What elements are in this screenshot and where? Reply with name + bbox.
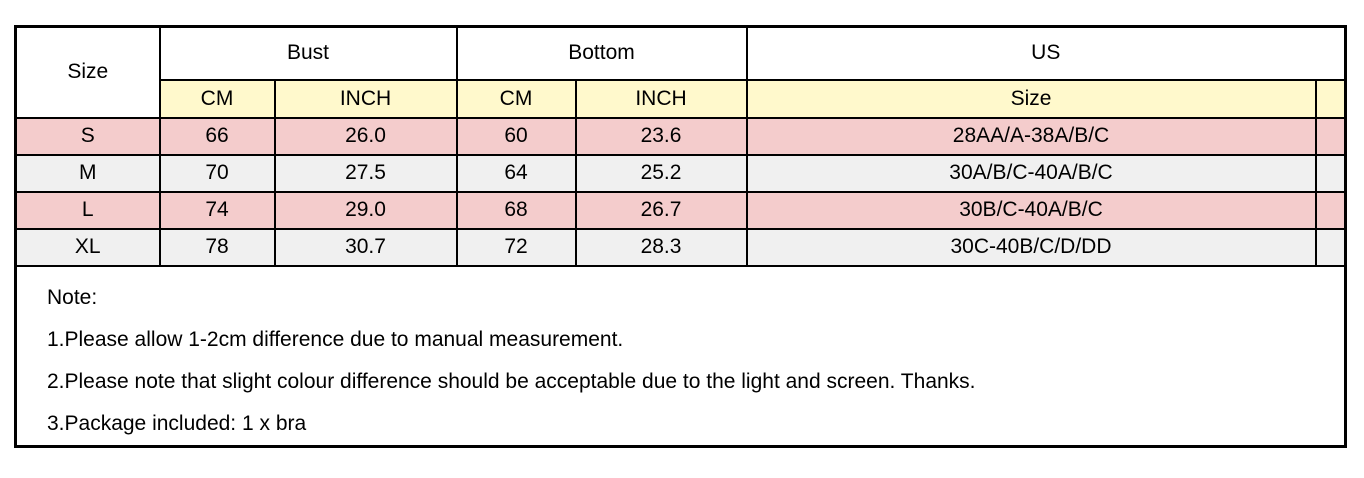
- note-cell: Note: 1.Please allow 1-2cm difference du…: [14, 264, 1347, 447]
- note-row: Note: 1.Please allow 1-2cm difference du…: [14, 264, 1347, 447]
- cell-size: XL: [14, 227, 161, 267]
- spacer-cell: [1314, 116, 1347, 156]
- spacer-cell: [1314, 190, 1347, 230]
- cell-bust-cm: 66: [158, 116, 276, 156]
- header-cell-bust: Bust: [158, 25, 458, 81]
- cell-us-size: 30C-40B/C/D/DD: [745, 227, 1317, 267]
- subheader-cell-bust-inch: INCH: [273, 78, 458, 119]
- cell-bust-cm: 70: [158, 153, 276, 193]
- cell-bottom-inch: 26.7: [574, 190, 748, 230]
- cell-bottom-cm: 68: [455, 190, 577, 230]
- table-row-s: S 66 26.0 60 23.6 28AA/A-38A/B/C: [14, 116, 1347, 156]
- cell-us-size: 30B/C-40A/B/C: [745, 190, 1317, 230]
- cell-size: M: [14, 153, 161, 193]
- note-line: 2.Please note that slight colour differe…: [47, 369, 976, 393]
- cell-bust-inch: 29.0: [273, 190, 458, 230]
- size-chart-sheet: Size Bust Bottom US CM INCH CM INCH Size…: [14, 25, 1347, 448]
- cell-bust-inch: 27.5: [273, 153, 458, 193]
- table-row-m: M 70 27.5 64 25.2 30A/B/C-40A/B/C: [14, 153, 1347, 193]
- spacer-cell: [1314, 227, 1347, 267]
- cell-bottom-inch: 25.2: [574, 153, 748, 193]
- spacer-cell: [1314, 78, 1347, 119]
- note-section: Note: 1.Please allow 1-2cm difference du…: [18, 267, 1344, 444]
- header-row-units: CM INCH CM INCH Size: [16, 78, 1347, 119]
- cell-bottom-cm: 60: [455, 116, 577, 156]
- cell-size: L: [14, 190, 161, 230]
- cell-size: S: [14, 116, 161, 156]
- subheader-cell-bust-cm: CM: [158, 78, 276, 119]
- cell-us-size: 30A/B/C-40A/B/C: [745, 153, 1317, 193]
- spacer-cell: [1314, 153, 1347, 193]
- header-cell-size: Size: [14, 25, 161, 119]
- cell-us-size: 28AA/A-38A/B/C: [745, 116, 1317, 156]
- header-row-groups: Size Bust Bottom US: [14, 25, 1347, 119]
- table-row-l: L 74 29.0 68 26.7 30B/C-40A/B/C: [14, 190, 1347, 230]
- cell-bust-cm: 74: [158, 190, 276, 230]
- size-chart-table: Size Bust Bottom US CM INCH CM INCH Size…: [14, 25, 1347, 448]
- header-cell-us: US: [745, 25, 1347, 81]
- cell-bust-inch: 26.0: [273, 116, 458, 156]
- subheader-cell-bottom-cm: CM: [455, 78, 577, 119]
- note-title: Note:: [47, 285, 98, 309]
- cell-bottom-inch: 28.3: [574, 227, 748, 267]
- note-line: 1.Please allow 1-2cm difference due to m…: [47, 327, 624, 351]
- cell-bust-cm: 78: [158, 227, 276, 267]
- subheader-cell-us-size: Size: [745, 78, 1317, 119]
- cell-bottom-cm: 72: [455, 227, 577, 267]
- table-row-xl: XL 78 30.7 72 28.3 30C-40B/C/D/DD: [14, 227, 1347, 267]
- cell-bottom-cm: 64: [455, 153, 577, 193]
- cell-bottom-inch: 23.6: [574, 116, 748, 156]
- note-line: 3.Package included: 1 x bra: [47, 411, 307, 435]
- subheader-cell-bottom-inch: INCH: [574, 78, 748, 119]
- header-cell-bottom: Bottom: [455, 25, 748, 81]
- cell-bust-inch: 30.7: [273, 227, 458, 267]
